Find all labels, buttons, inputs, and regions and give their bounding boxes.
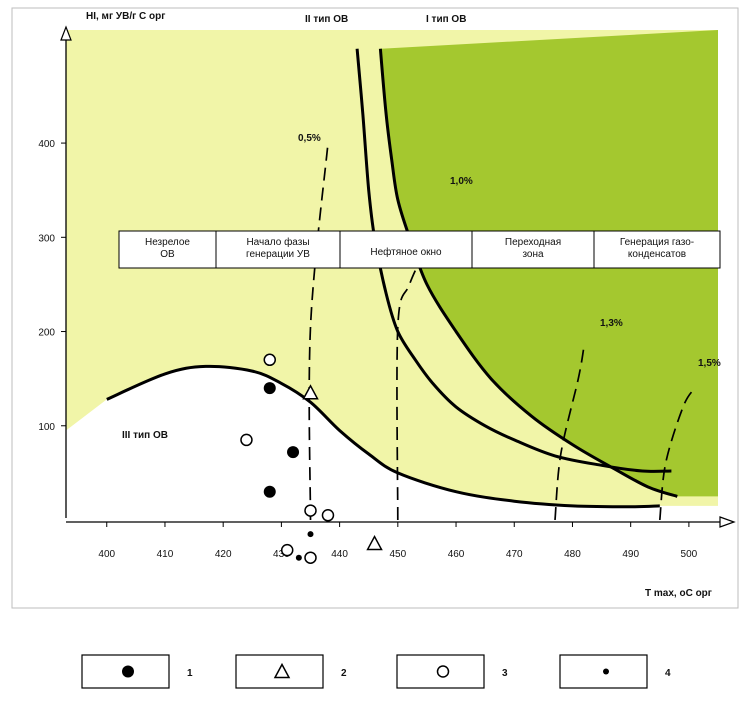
data-point-series-3 [304, 504, 317, 517]
data-point-series-3 [263, 353, 276, 367]
legend-label: 4 [665, 668, 671, 679]
type2-label: II тип ОВ [305, 14, 348, 25]
ro-isolines [308, 143, 696, 520]
boundary-curves [106, 48, 678, 509]
data-point-series-4 [307, 531, 314, 538]
ro-isoline-1 [308, 143, 329, 520]
data-point-series-1 [287, 446, 300, 459]
x-tick-label: 500 [681, 549, 698, 560]
legend-label: 1 [187, 668, 193, 679]
x-tick-label: 490 [622, 549, 639, 560]
legend-marker [273, 662, 291, 679]
data-point-series-2 [302, 384, 319, 400]
ro-isoline-2 [396, 246, 428, 520]
type3-label: III тип ОВ [122, 430, 168, 441]
maturity-zone-label: Нефтяное окно [370, 246, 442, 258]
x-axis-label: T max, oC орг [645, 588, 712, 599]
maturity-zone-label: Переходная зона [505, 237, 561, 260]
x-axis-arrow [719, 516, 736, 528]
x-tick-label: 460 [448, 549, 465, 560]
type3-boundary-curve [106, 364, 660, 509]
legend-marker [603, 668, 609, 675]
x-tick-label: 400 [98, 549, 115, 560]
ro-isoline-label: 1,0% [450, 176, 473, 187]
y-tick-label: 100 [38, 422, 55, 433]
x-tick-label: 440 [331, 549, 348, 560]
ro-isoline-label: 0,5% [298, 133, 321, 144]
ro-isoline-4 [658, 387, 696, 520]
ro-isoline-label: 1,5% [698, 358, 721, 369]
y-tick-label: 200 [38, 328, 55, 339]
legend-marker [122, 665, 134, 678]
data-point-series-2 [366, 534, 383, 551]
plot-area [66, 30, 718, 520]
x-tick-label: 470 [506, 549, 523, 560]
type1-boundary-curve [378, 48, 678, 498]
maturity-zones-band: Незрелое ОВ Начало фазы генерации УВ Нефтяно… [118, 230, 721, 269]
data-point-series-3 [280, 543, 294, 557]
figure-frame [11, 7, 739, 609]
legend-label: 3 [502, 668, 508, 679]
y-axis-arrow [60, 25, 72, 41]
data-point-series-3 [321, 509, 335, 522]
ro-isoline-label: 1,3% [600, 318, 623, 329]
y-axis-label: HI, мг УВ/г С орг [86, 11, 165, 22]
legend-marker [436, 665, 450, 678]
data-point-series-1 [263, 382, 276, 395]
sample-markers [240, 353, 383, 564]
type1-label: I тип ОВ [426, 14, 466, 25]
x-tick-label: 450 [389, 549, 406, 560]
x-tick-label: 430 [273, 549, 290, 560]
legend: 1 2 3 4 [81, 654, 671, 689]
y-tick-label: 300 [38, 233, 55, 244]
y-ticks: 100 200 300 400 [38, 139, 66, 433]
ro-isoline-3 [554, 345, 585, 520]
y-tick-label: 400 [38, 139, 55, 150]
maturity-zone-label: Генерация газо-конденсатов [620, 237, 694, 260]
maturity-band [118, 230, 721, 269]
x-ticks: 400 410 420 430 440 450 460 470 480 490 500 [98, 522, 698, 560]
data-point-series-3 [304, 551, 317, 564]
x-tick-label: 410 [157, 549, 174, 560]
data-point-series-3 [240, 433, 253, 447]
data-point-series-1 [263, 485, 276, 498]
maturity-zone-label: Незрелое ОВ [145, 237, 190, 260]
x-tick-label: 420 [215, 549, 232, 560]
legend-label: 2 [341, 668, 347, 679]
x-tick-label: 480 [564, 549, 581, 560]
type2-boundary-curve [355, 48, 672, 473]
maturity-zone-label: Начало фазы генерации УВ [246, 236, 310, 260]
data-point-series-4 [295, 554, 302, 561]
